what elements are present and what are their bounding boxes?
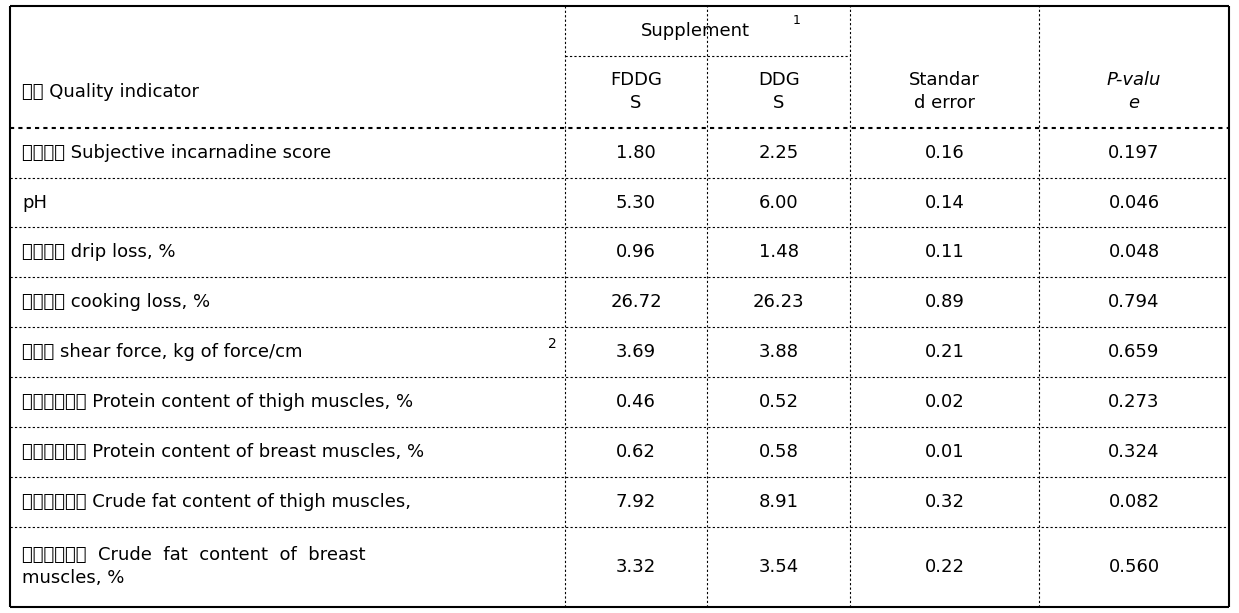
Text: 0.197: 0.197	[1109, 143, 1160, 162]
Text: 腿肌蛋白含量 Protein content of thigh muscles, %: 腿肌蛋白含量 Protein content of thigh muscles,…	[22, 393, 414, 411]
Text: 项目 Quality indicator: 项目 Quality indicator	[22, 83, 199, 101]
Text: Standar
d error: Standar d error	[909, 71, 980, 112]
Text: 0.52: 0.52	[758, 393, 799, 411]
Text: 0.14: 0.14	[924, 194, 964, 211]
Text: 蕲煮损失 cooking loss, %: 蕲煮损失 cooking loss, %	[22, 293, 211, 311]
Text: 胸肌蛋白含量 Protein content of breast muscles, %: 胸肌蛋白含量 Protein content of breast muscles…	[22, 443, 425, 461]
Text: 6.00: 6.00	[758, 194, 798, 211]
Text: 7.92: 7.92	[616, 493, 657, 511]
Text: 0.96: 0.96	[616, 243, 655, 261]
Text: 0.082: 0.082	[1109, 493, 1160, 511]
Text: 0.046: 0.046	[1109, 194, 1160, 211]
Text: 0.02: 0.02	[924, 393, 964, 411]
Text: 3.88: 3.88	[758, 343, 799, 361]
Text: pH: pH	[22, 194, 47, 211]
Text: 8.91: 8.91	[758, 493, 799, 511]
Text: 26.72: 26.72	[610, 293, 662, 311]
Text: 滴水损失 drip loss, %: 滴水损失 drip loss, %	[22, 243, 176, 261]
Text: 2: 2	[548, 337, 556, 351]
Text: 肉色评分 Subjective incarnadine score: 肉色评分 Subjective incarnadine score	[22, 143, 331, 162]
Text: 0.048: 0.048	[1109, 243, 1160, 261]
Text: 0.32: 0.32	[924, 493, 964, 511]
Text: 腿肌脂肪含量 Crude fat content of thigh muscles,: 腿肌脂肪含量 Crude fat content of thigh muscle…	[22, 493, 411, 511]
Text: 胸肌脂肪含量  Crude  fat  content  of  breast
muscles, %: 胸肌脂肪含量 Crude fat content of breast muscl…	[22, 546, 366, 587]
Text: 0.794: 0.794	[1108, 293, 1160, 311]
Text: 0.560: 0.560	[1109, 558, 1160, 576]
Text: 2.25: 2.25	[758, 143, 799, 162]
Text: FDDG
S: FDDG S	[610, 71, 662, 112]
Text: 0.11: 0.11	[924, 243, 964, 261]
Text: 1.80: 1.80	[616, 143, 655, 162]
Text: 0.01: 0.01	[924, 443, 964, 461]
Text: 0.62: 0.62	[616, 443, 655, 461]
Text: 0.324: 0.324	[1108, 443, 1160, 461]
Text: 0.21: 0.21	[924, 343, 964, 361]
Text: 0.273: 0.273	[1108, 393, 1160, 411]
Text: 3.54: 3.54	[758, 558, 799, 576]
Text: 1.48: 1.48	[758, 243, 799, 261]
Text: 0.16: 0.16	[924, 143, 964, 162]
Text: 剪切力 shear force, kg of force/cm: 剪切力 shear force, kg of force/cm	[22, 343, 302, 361]
Text: 0.22: 0.22	[924, 558, 964, 576]
Text: 0.659: 0.659	[1109, 343, 1160, 361]
Text: DDG
S: DDG S	[758, 71, 799, 112]
Text: 3.32: 3.32	[616, 558, 657, 576]
Text: 0.46: 0.46	[616, 393, 655, 411]
Text: 26.23: 26.23	[753, 293, 804, 311]
Text: 5.30: 5.30	[616, 194, 655, 211]
Text: P-valu
e: P-valu e	[1106, 71, 1161, 112]
Text: 0.58: 0.58	[758, 443, 799, 461]
Text: 0.89: 0.89	[924, 293, 964, 311]
Text: 3.69: 3.69	[616, 343, 655, 361]
Text: 1: 1	[793, 13, 800, 26]
Text: Supplement: Supplement	[641, 22, 750, 40]
